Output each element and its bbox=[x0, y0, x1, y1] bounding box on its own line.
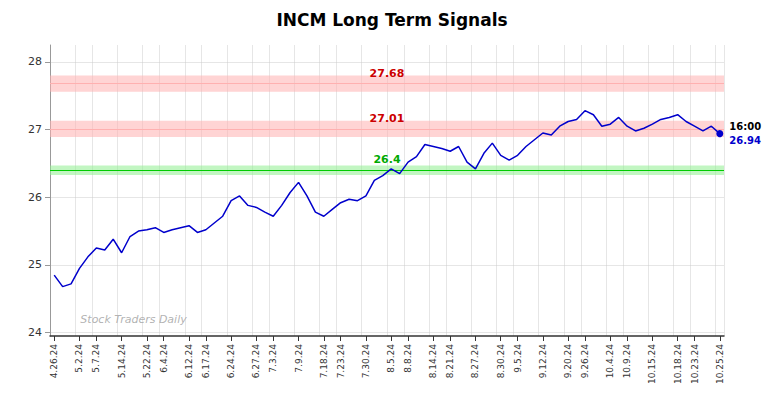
svg-text:27.01: 27.01 bbox=[370, 112, 405, 125]
svg-text:10.4.24: 10.4.24 bbox=[605, 344, 615, 379]
svg-text:5.7.24: 5.7.24 bbox=[91, 344, 101, 373]
svg-text:27.68: 27.68 bbox=[370, 67, 405, 80]
svg-text:6.24.24: 6.24.24 bbox=[226, 344, 236, 379]
svg-text:10.9.24: 10.9.24 bbox=[622, 344, 632, 379]
svg-text:16:00: 16:00 bbox=[729, 121, 761, 132]
svg-text:6.27.24: 6.27.24 bbox=[251, 344, 261, 379]
svg-text:10.23.24: 10.23.24 bbox=[690, 344, 700, 384]
svg-text:8.8.24: 8.8.24 bbox=[403, 344, 413, 373]
svg-text:7.30.24: 7.30.24 bbox=[361, 344, 371, 379]
svg-text:5.2.24: 5.2.24 bbox=[74, 344, 84, 373]
svg-text:7.18.24: 7.18.24 bbox=[319, 344, 329, 379]
svg-text:8.21.24: 8.21.24 bbox=[445, 344, 455, 379]
svg-text:6.4.24: 6.4.24 bbox=[159, 344, 169, 373]
svg-text:Stock Traders Daily: Stock Traders Daily bbox=[80, 313, 187, 326]
svg-text:27: 27 bbox=[28, 123, 42, 136]
svg-text:INCM Long Term Signals: INCM Long Term Signals bbox=[276, 10, 507, 30]
svg-text:7.23.24: 7.23.24 bbox=[336, 344, 346, 379]
svg-text:10.15.24: 10.15.24 bbox=[647, 344, 657, 384]
svg-text:25: 25 bbox=[28, 258, 42, 271]
svg-text:7.9.24: 7.9.24 bbox=[294, 344, 304, 373]
svg-text:10.18.24: 10.18.24 bbox=[673, 344, 683, 384]
svg-text:5.14.24: 5.14.24 bbox=[117, 344, 127, 379]
svg-text:10.25.24: 10.25.24 bbox=[715, 344, 725, 384]
svg-text:6.12.24: 6.12.24 bbox=[184, 344, 194, 379]
svg-text:26.94: 26.94 bbox=[729, 135, 761, 146]
svg-text:7.3.24: 7.3.24 bbox=[268, 344, 278, 373]
svg-text:6.17.24: 6.17.24 bbox=[201, 344, 211, 379]
svg-text:4.26.24: 4.26.24 bbox=[49, 344, 59, 379]
svg-text:8.5.24: 8.5.24 bbox=[386, 344, 396, 373]
svg-text:9.5.24: 9.5.24 bbox=[513, 344, 523, 373]
svg-text:5.22.24: 5.22.24 bbox=[142, 344, 152, 379]
svg-text:9.20.24: 9.20.24 bbox=[563, 344, 573, 379]
svg-text:8.27.24: 8.27.24 bbox=[470, 344, 480, 379]
svg-text:8.14.24: 8.14.24 bbox=[428, 344, 438, 379]
svg-text:28: 28 bbox=[28, 55, 42, 68]
svg-text:9.12.24: 9.12.24 bbox=[538, 344, 548, 379]
svg-text:24: 24 bbox=[28, 326, 42, 339]
svg-text:8.30.24: 8.30.24 bbox=[496, 344, 506, 379]
svg-text:26.4: 26.4 bbox=[373, 153, 400, 166]
svg-text:9.26.24: 9.26.24 bbox=[580, 344, 590, 379]
svg-text:26: 26 bbox=[28, 191, 42, 204]
